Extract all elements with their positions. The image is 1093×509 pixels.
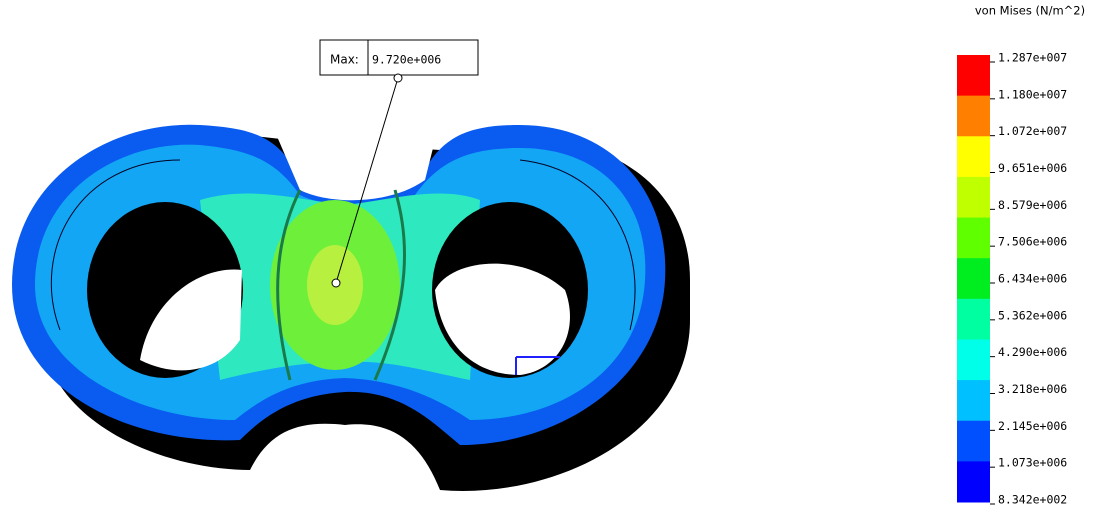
- model: [12, 120, 690, 491]
- legend-label: 7.506e+006: [998, 235, 1067, 249]
- legend-label: 6.434e+006: [998, 272, 1067, 286]
- legend-label: 3.218e+006: [998, 382, 1067, 396]
- legend-label: 1.180e+007: [998, 87, 1067, 101]
- legend-color-band: [957, 218, 990, 259]
- legend: 1.287e+007 1.180e+007 1.072e+007 9.651e+006…: [957, 51, 1067, 507]
- legend-label: 5.362e+006: [998, 308, 1067, 322]
- probe-point: [332, 279, 340, 287]
- legend-label: 9.651e+006: [998, 161, 1067, 175]
- legend-label: 1.072e+007: [998, 124, 1067, 138]
- legend-color-band: [957, 461, 990, 502]
- legend-color-band: [957, 136, 990, 177]
- stress-plot-view: Max: 9.720e+006 von Mises (N/m^2) 1.287e…: [0, 0, 1093, 509]
- legend-label: 2.145e+006: [998, 419, 1067, 433]
- legend-color-band: [957, 380, 990, 421]
- probe-end: [394, 74, 402, 82]
- legend-color-band: [957, 258, 990, 299]
- probe-value: 9.720e+006: [372, 53, 441, 67]
- legend-label: 8.579e+006: [998, 198, 1067, 212]
- legend-label: 8.342e+002: [998, 493, 1067, 507]
- legend-color-band: [957, 339, 990, 380]
- legend-color-band: [957, 299, 990, 340]
- legend-title: von Mises (N/m^2): [975, 4, 1085, 18]
- legend-color-band: [957, 177, 990, 218]
- legend-label: 1.073e+006: [998, 456, 1067, 470]
- legend-label: 1.287e+007: [998, 51, 1067, 65]
- legend-label: 4.290e+006: [998, 345, 1067, 359]
- legend-color-band: [957, 55, 990, 96]
- legend-color-band: [957, 96, 990, 137]
- legend-color-band: [957, 421, 990, 462]
- probe-label: Max:: [330, 53, 359, 67]
